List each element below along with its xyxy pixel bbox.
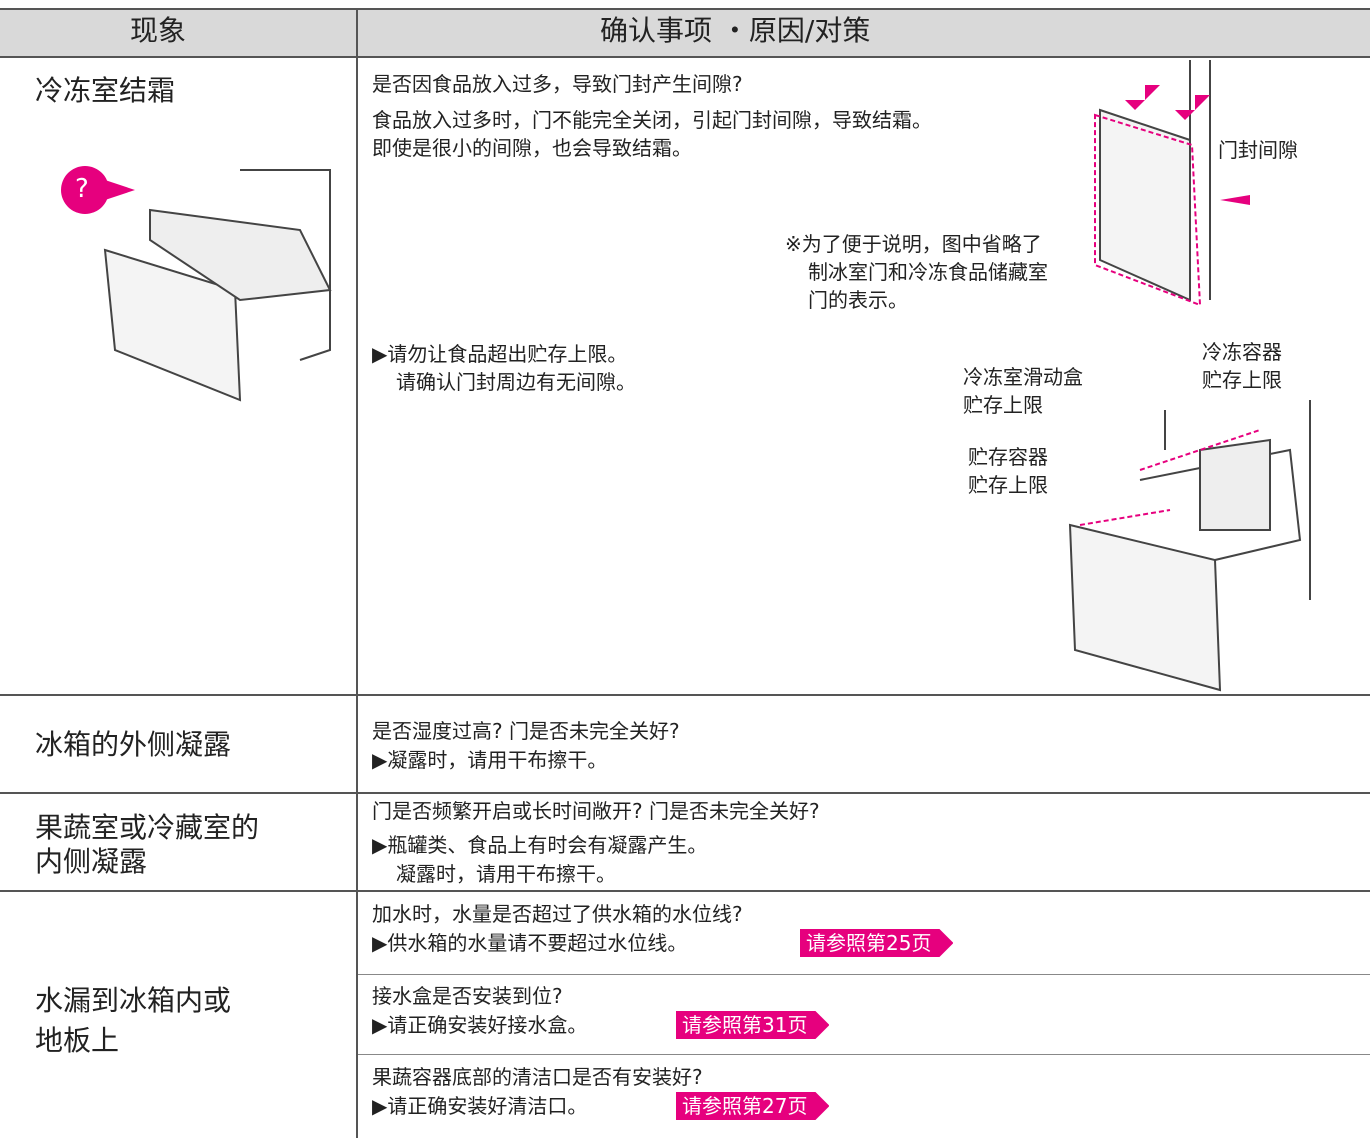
header-check: 确认事项 ・原因/对策 xyxy=(600,14,871,47)
action: 请确认门封周边有无间隙。 xyxy=(396,370,636,394)
gap-label: 门封间隙 xyxy=(1218,138,1298,162)
note: 门的表示。 xyxy=(808,288,908,312)
header-bg xyxy=(0,8,1370,56)
symptom: 水漏到冰箱内或 xyxy=(35,984,232,1017)
illustrations xyxy=(61,60,1311,692)
action: ▶请勿让食品超出贮存上限。 xyxy=(372,342,628,366)
line: 果蔬容器底部的清洁口是否有安装好? xyxy=(372,1065,703,1089)
line: 是否湿度过高? 门是否未完全关好? xyxy=(372,719,680,743)
line: 加水时，水量是否超过了供水箱的水位线? xyxy=(372,902,743,926)
line: ▶供水箱的水量请不要超过水位线。 xyxy=(372,931,688,955)
limit-label: 冷冻室滑动盒 xyxy=(963,365,1083,389)
limit-label: 贮存容器 xyxy=(968,445,1048,469)
limit-label: 贮存上限 xyxy=(1202,368,1282,392)
symptom: 冰箱的外侧凝露 xyxy=(35,728,232,761)
explain: 食品放入过多时，门不能完全关闭，引起门封间隙，导致结霜。 xyxy=(372,108,932,132)
limit-label: 冷冻容器 xyxy=(1202,340,1282,364)
column-rule xyxy=(356,8,358,1138)
rule xyxy=(0,56,1370,58)
rule xyxy=(0,890,1370,892)
rule xyxy=(357,1054,1370,1055)
mark: ? xyxy=(75,174,89,204)
page-ref[interactable]: 请参照第31页 xyxy=(676,1011,829,1039)
explain: 即使是很小的间隙，也会导致结霜。 xyxy=(372,136,692,160)
line: 门是否频繁开启或长时间敞开? 门是否未完全关好? xyxy=(372,799,820,823)
symptom: 内侧凝露 xyxy=(35,845,148,878)
rule xyxy=(0,8,1370,10)
page-ref[interactable]: 请参照第27页 xyxy=(676,1092,829,1120)
symptom: 地板上 xyxy=(35,1024,120,1057)
header-symptom: 现象 xyxy=(130,14,187,47)
line: ▶瓶罐类、食品上有时会有凝露产生。 xyxy=(372,833,708,857)
line: ▶请正确安装好接水盒。 xyxy=(372,1013,588,1037)
line: 接水盒是否安装到位? xyxy=(372,984,563,1008)
rule xyxy=(0,694,1370,696)
symptom: 果蔬室或冷藏室的 xyxy=(35,811,260,844)
page-ref[interactable]: 请参照第25页 xyxy=(800,929,953,957)
limit-label: 贮存上限 xyxy=(968,473,1048,497)
symptom: 冷冻室结霜 xyxy=(35,74,176,107)
line: ▶请正确安装好清洁口。 xyxy=(372,1094,588,1118)
line: 凝露时，请用干布擦干。 xyxy=(396,862,616,886)
question: 是否因食品放入过多，导致门封产生间隙? xyxy=(372,72,743,96)
rule xyxy=(0,792,1370,794)
note: 制冰室门和冷冻食品储藏室 xyxy=(808,260,1048,284)
note: ※为了便于说明，图中省略了 xyxy=(785,232,1042,256)
rule xyxy=(357,974,1370,975)
line: ▶凝露时，请用干布擦干。 xyxy=(372,748,608,772)
limit-label: 贮存上限 xyxy=(963,393,1043,417)
